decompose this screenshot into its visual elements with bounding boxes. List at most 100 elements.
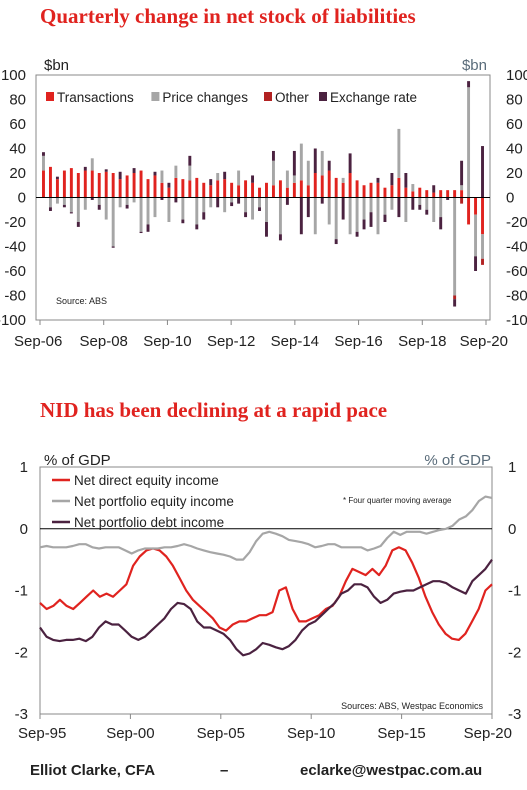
bar-price-changes-63 bbox=[481, 234, 484, 259]
bar-transactions-40 bbox=[320, 175, 324, 198]
bar-price-changes-4 bbox=[69, 197, 73, 213]
bar-transactions-63 bbox=[481, 197, 484, 235]
bar-transactions-48 bbox=[376, 182, 380, 198]
chart1-right-tick-3: 40 bbox=[506, 141, 523, 158]
chart2-right-tick-4: -3 bbox=[508, 706, 521, 723]
footer-author: Elliot Clarke, CFA bbox=[30, 762, 156, 779]
bar-exchange-rate-43 bbox=[341, 197, 345, 220]
chart1-left-tick-0: 100 bbox=[1, 67, 26, 84]
chart2-x-tick-1: Sep-00 bbox=[106, 725, 154, 742]
bar-transactions-59 bbox=[453, 190, 457, 198]
chart2-title: NID has been declining at a rapid pace bbox=[40, 398, 388, 422]
bar-price-changes-11 bbox=[118, 197, 122, 208]
bar-transactions-1 bbox=[48, 166, 52, 198]
bar-exchange-rate-55 bbox=[425, 209, 429, 215]
bar-exchange-rate-2 bbox=[55, 176, 59, 180]
bar-price-changes-41 bbox=[327, 197, 331, 225]
bar-transactions-17 bbox=[160, 182, 164, 198]
chart1-legend-label-0: Transactions bbox=[57, 90, 134, 105]
bar-price-changes-60 bbox=[460, 185, 464, 191]
bar-price-changes-56 bbox=[432, 197, 436, 222]
bar-transactions-18 bbox=[167, 187, 171, 198]
bar-transactions-29 bbox=[244, 180, 248, 198]
bar-transactions-50 bbox=[390, 185, 394, 198]
chart1-svg: $bn $bn 100 100 80 80 60 60 40 40 20 20 0 0 -20 -20 -40 -… bbox=[0, 57, 527, 350]
bar-transactions-33 bbox=[271, 185, 275, 198]
bar-price-changes-40 bbox=[320, 150, 324, 176]
bar-transactions-30 bbox=[251, 182, 255, 198]
chart2-svg: % of GDP % of GDP 1 1 0 0 -1 -1 -2 -2 -3 -3 Sep-95 Se… bbox=[15, 452, 522, 742]
bar-transactions-35 bbox=[285, 187, 289, 198]
chart1-x-tick-7: Sep-20 bbox=[460, 333, 508, 350]
bar-exchange-rate-38 bbox=[306, 197, 310, 218]
bar-exchange-rate-42 bbox=[334, 239, 338, 245]
bar-transactions-4 bbox=[69, 168, 73, 198]
bar-price-changes-10 bbox=[111, 197, 115, 247]
bar-transactions-12 bbox=[125, 175, 129, 198]
bar-transactions-11 bbox=[118, 179, 122, 198]
bar-exchange-rate-11 bbox=[118, 171, 122, 180]
bar-price-changes-16 bbox=[153, 197, 157, 218]
bar-price-changes-45 bbox=[355, 197, 359, 232]
bar-exchange-rate-33 bbox=[271, 150, 275, 161]
bar-price-changes-30 bbox=[251, 197, 255, 220]
bar-exchange-rate-41 bbox=[327, 160, 331, 171]
bar-transactions-26 bbox=[223, 179, 227, 198]
bar-exchange-rate-37 bbox=[299, 197, 303, 235]
bar-price-changes-62 bbox=[474, 214, 478, 257]
bar-transactions-5 bbox=[76, 173, 80, 198]
bar-exchange-rate-35 bbox=[285, 197, 289, 205]
chart1-legend-swatch-0 bbox=[46, 92, 54, 101]
bar-price-changes-35 bbox=[285, 170, 289, 188]
bar-exchange-rate-36 bbox=[292, 150, 296, 176]
chart2-source: Sources: ABS, Westpac Economics bbox=[341, 701, 483, 711]
bar-price-changes-6 bbox=[83, 197, 87, 210]
bar-transactions-13 bbox=[132, 173, 136, 198]
bar-price-changes-27 bbox=[230, 197, 234, 203]
bar-transactions-25 bbox=[216, 180, 220, 198]
chart1-source: Source: ABS bbox=[56, 296, 107, 306]
bar-transactions-51 bbox=[397, 177, 401, 198]
footer: Elliot Clarke, CFA – eclarke@westpac.com… bbox=[0, 762, 527, 786]
chart2-right-tick-1: 0 bbox=[508, 521, 516, 538]
bar-exchange-rate-60 bbox=[460, 160, 464, 186]
bar-exchange-rate-34 bbox=[278, 234, 282, 241]
bar-price-changes-42 bbox=[334, 197, 338, 240]
chart1-left-tick-2: 60 bbox=[9, 116, 26, 133]
bar-transactions-32 bbox=[265, 182, 268, 198]
chart1-title: Quarterly change in net stock of liabili… bbox=[40, 4, 416, 28]
bar-price-changes-5 bbox=[76, 197, 80, 222]
bar-transactions-9 bbox=[104, 171, 108, 198]
chart1-right-unit: $bn bbox=[462, 57, 487, 74]
chart1-right-tick-5: 0 bbox=[506, 190, 514, 207]
bar-price-changes-50 bbox=[390, 197, 394, 210]
bar-exchange-rate-56 bbox=[432, 185, 436, 193]
bar-price-changes-2 bbox=[55, 197, 59, 204]
bar-exchange-rate-17 bbox=[160, 197, 164, 200]
bar-transactions-6 bbox=[83, 170, 87, 198]
chart1-right-tick-1: 80 bbox=[506, 92, 523, 109]
bar-price-changes-49 bbox=[383, 197, 387, 215]
footer-email[interactable]: eclarke@westpac.com.au bbox=[300, 762, 483, 779]
chart2-x-tick-0: Sep-95 bbox=[18, 725, 66, 742]
chart1-left-tick-3: 40 bbox=[9, 141, 26, 158]
chart1-left-tick-5: 0 bbox=[18, 190, 26, 207]
chart2-legend-label-1: Net portfolio equity income bbox=[74, 494, 234, 509]
bar-transactions-8 bbox=[97, 173, 101, 198]
bar-transactions-53 bbox=[411, 191, 415, 198]
line-net-direct-equity-income bbox=[39, 546, 493, 642]
bar-price-changes-22 bbox=[195, 197, 199, 225]
bar-transactions-36 bbox=[292, 182, 296, 198]
chart2-note: * Four quarter moving average bbox=[343, 496, 452, 505]
bar-exchange-rate-52 bbox=[404, 173, 408, 188]
bar-price-changes-54 bbox=[418, 197, 422, 205]
bar-price-changes-3 bbox=[62, 197, 66, 205]
bar-exchange-rate-14 bbox=[139, 231, 143, 234]
chart1-legend-label-3: Exchange rate bbox=[330, 90, 417, 105]
bar-price-changes-57 bbox=[439, 197, 443, 218]
bar-other-63 bbox=[481, 258, 484, 265]
chart2-legend-label-2: Net portfolio debt income bbox=[74, 515, 224, 530]
chart1-right-tick-2: 60 bbox=[506, 116, 523, 133]
bar-price-changes-24 bbox=[209, 197, 213, 208]
chart2-left-tick-1: 0 bbox=[20, 521, 28, 538]
